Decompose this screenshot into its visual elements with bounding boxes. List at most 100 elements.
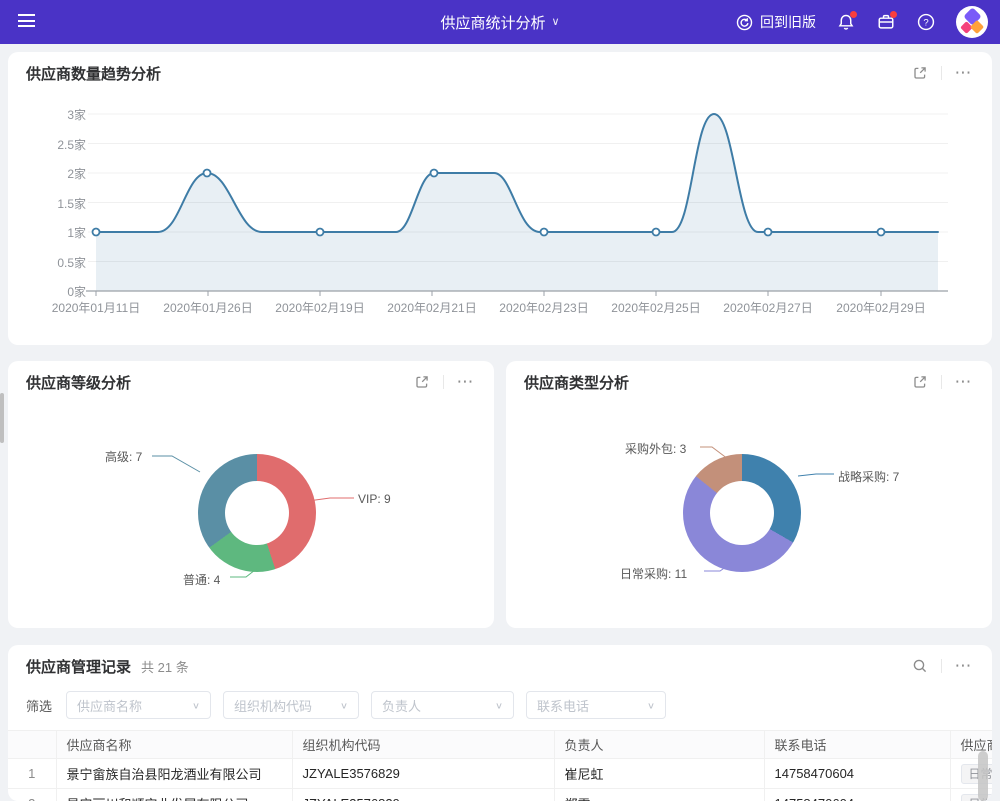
table-row[interactable]: 1 景宁畲族自治县阳龙酒业有限公司 JZYALE3576829 崔尼虹 1475… [8, 758, 992, 789]
y-tick-label: 2家 [67, 167, 86, 181]
leader-line [230, 562, 265, 578]
x-tick-label: 2020年01月26日 [163, 301, 253, 315]
level-donut-chart [198, 454, 316, 572]
return-icon [734, 12, 754, 32]
back-to-old-version-label: 回到旧版 [760, 14, 816, 30]
cell-supplier-name: 景宁畲族自治县阳龙酒业有限公司 [56, 758, 293, 789]
page-scrollbar-thumb[interactable] [0, 393, 4, 443]
y-tick-label: 3家 [67, 108, 86, 122]
pie-label-normal: 普通: 4 [183, 573, 221, 587]
y-tick-label: 0家 [67, 285, 86, 299]
table-scrollbar-thumb[interactable] [978, 751, 988, 801]
x-tick-label: 2020年02月25日 [611, 301, 701, 315]
expand-button[interactable] [411, 371, 433, 393]
y-tick-label: 1家 [67, 226, 86, 240]
chevron-down-icon: ∨ [494, 700, 504, 711]
pie-label-strategic: 战略采购: 7 [838, 470, 900, 484]
hamburger-icon [18, 14, 35, 27]
trend-area-fill [96, 114, 938, 291]
col-phone: 联系电话 [764, 730, 951, 759]
table-header-row: 供应商名称 组织机构代码 负责人 联系电话 供应商类型 [8, 730, 992, 759]
leader-line [798, 473, 834, 477]
more-button[interactable]: ⋯ [952, 655, 974, 677]
workbench-badge [890, 11, 897, 18]
page-title: 供应商统计分析 [440, 14, 546, 32]
topbar: 供应商统计分析 ∨ 回到旧版 [0, 0, 1000, 44]
filter-label: 筛选 [26, 698, 53, 714]
level-card: 供应商等级分析 ⋯ 高级: 7 VIP: 9 普通: 4 [8, 361, 494, 628]
type-card: 供应商类型分析 ⋯ 采购外包: 3 战略采购: 7 日常采购: 11 [506, 361, 992, 628]
records-table: 供应商名称 组织机构代码 负责人 联系电话 供应商类型 1 景宁畲族自治县阳龙酒… [8, 730, 992, 801]
divider [941, 375, 942, 389]
filter-manager-select[interactable]: 负责人 ∨ [371, 691, 515, 719]
briefcase-icon [876, 11, 897, 32]
more-icon: ⋯ [954, 656, 972, 675]
more-icon: ⋯ [456, 372, 474, 391]
expand-button[interactable] [909, 371, 931, 393]
type-donut-chart [683, 454, 801, 572]
cell-org-code: JZYALE3576829 [292, 788, 555, 801]
leader-line [700, 446, 733, 463]
trend-chart [86, 112, 948, 296]
filter-phone-select[interactable]: 联系电话 ∨ [526, 691, 667, 719]
type-card-title: 供应商类型分析 [524, 374, 630, 392]
cell-org-code: JZYALE3576829 [292, 758, 555, 789]
y-tick-label: 0.5家 [57, 256, 86, 270]
chevron-down-icon: ∨ [646, 700, 656, 711]
level-card-title: 供应商等级分析 [26, 374, 132, 392]
col-supplier-type: 供应商类型 [950, 730, 992, 759]
chevron-down-icon: ∨ [191, 700, 201, 711]
back-to-old-version-button[interactable]: 回到旧版 [734, 12, 816, 32]
more-button[interactable]: ⋯ [952, 371, 974, 393]
cell-phone: 14758470604 [764, 788, 951, 801]
divider [941, 659, 942, 673]
x-tick-label: 2020年02月21日 [387, 301, 477, 315]
cell-phone: 14758470604 [764, 758, 951, 789]
search-icon [913, 659, 927, 673]
records-card: 供应商管理记录 共 21 条 ⋯ 筛选 供应商名称 ∨ 组织机构代码 ∨ 负责人… [8, 645, 992, 801]
avatar[interactable] [956, 6, 988, 38]
bell-icon [836, 11, 857, 32]
row-index: 1 [8, 758, 57, 789]
filter-row: 筛选 供应商名称 ∨ 组织机构代码 ∨ 负责人 ∨ 联系电话 ∨ [26, 691, 667, 719]
expand-button[interactable] [909, 62, 931, 84]
cell-manager: 崔尼虹 [554, 758, 765, 789]
chevron-down-icon: ∨ [339, 700, 349, 711]
menu-button[interactable] [18, 14, 35, 30]
notifications-button[interactable] [836, 11, 857, 32]
more-icon: ⋯ [954, 63, 972, 82]
filter-supplier-name-select[interactable]: 供应商名称 ∨ [66, 691, 212, 719]
leader-line [308, 497, 354, 502]
col-supplier-name: 供应商名称 [56, 730, 293, 759]
leader-line [704, 556, 741, 572]
more-button[interactable]: ⋯ [952, 62, 974, 84]
search-button[interactable] [909, 655, 931, 677]
external-link-icon [914, 376, 926, 388]
pie-label-daily: 日常采购: 11 [620, 567, 688, 581]
page-title-dropdown[interactable]: 供应商统计分析 ∨ [0, 0, 1000, 44]
external-link-icon [416, 376, 428, 388]
records-card-title: 供应商管理记录 [26, 658, 132, 676]
col-manager: 负责人 [554, 730, 765, 759]
chevron-down-icon: ∨ [551, 15, 560, 28]
pie-label-senior: 高级: 7 [105, 450, 143, 464]
divider [941, 66, 942, 80]
svg-text:?: ? [923, 17, 928, 28]
x-tick-label: 2020年02月23日 [499, 301, 589, 315]
help-button[interactable]: ? [916, 12, 936, 32]
col-index [8, 730, 57, 759]
more-button[interactable]: ⋯ [454, 371, 476, 393]
x-tick-label: 2020年01月11日 [51, 301, 141, 315]
notification-badge [850, 11, 857, 18]
table-row[interactable]: 2 景宁丽川和顺实业发展有限公司 JZYALE3576829 郑雷 147584… [8, 788, 992, 801]
cell-manager: 郑雷 [554, 788, 765, 801]
workbench-button[interactable] [876, 11, 897, 32]
x-tick-label: 2020年02月19日 [275, 301, 365, 315]
y-tick-label: 1.5家 [57, 197, 86, 211]
filter-org-code-select[interactable]: 组织机构代码 ∨ [223, 691, 360, 719]
leader-line [152, 455, 201, 473]
trend-chart-area: 0家 0.5家 1家 1.5家 2家 2.5家 3家 2020年01月11日 2… [8, 52, 992, 345]
row-index: 2 [8, 788, 57, 801]
more-icon: ⋯ [954, 372, 972, 391]
help-icon: ? [916, 12, 936, 32]
